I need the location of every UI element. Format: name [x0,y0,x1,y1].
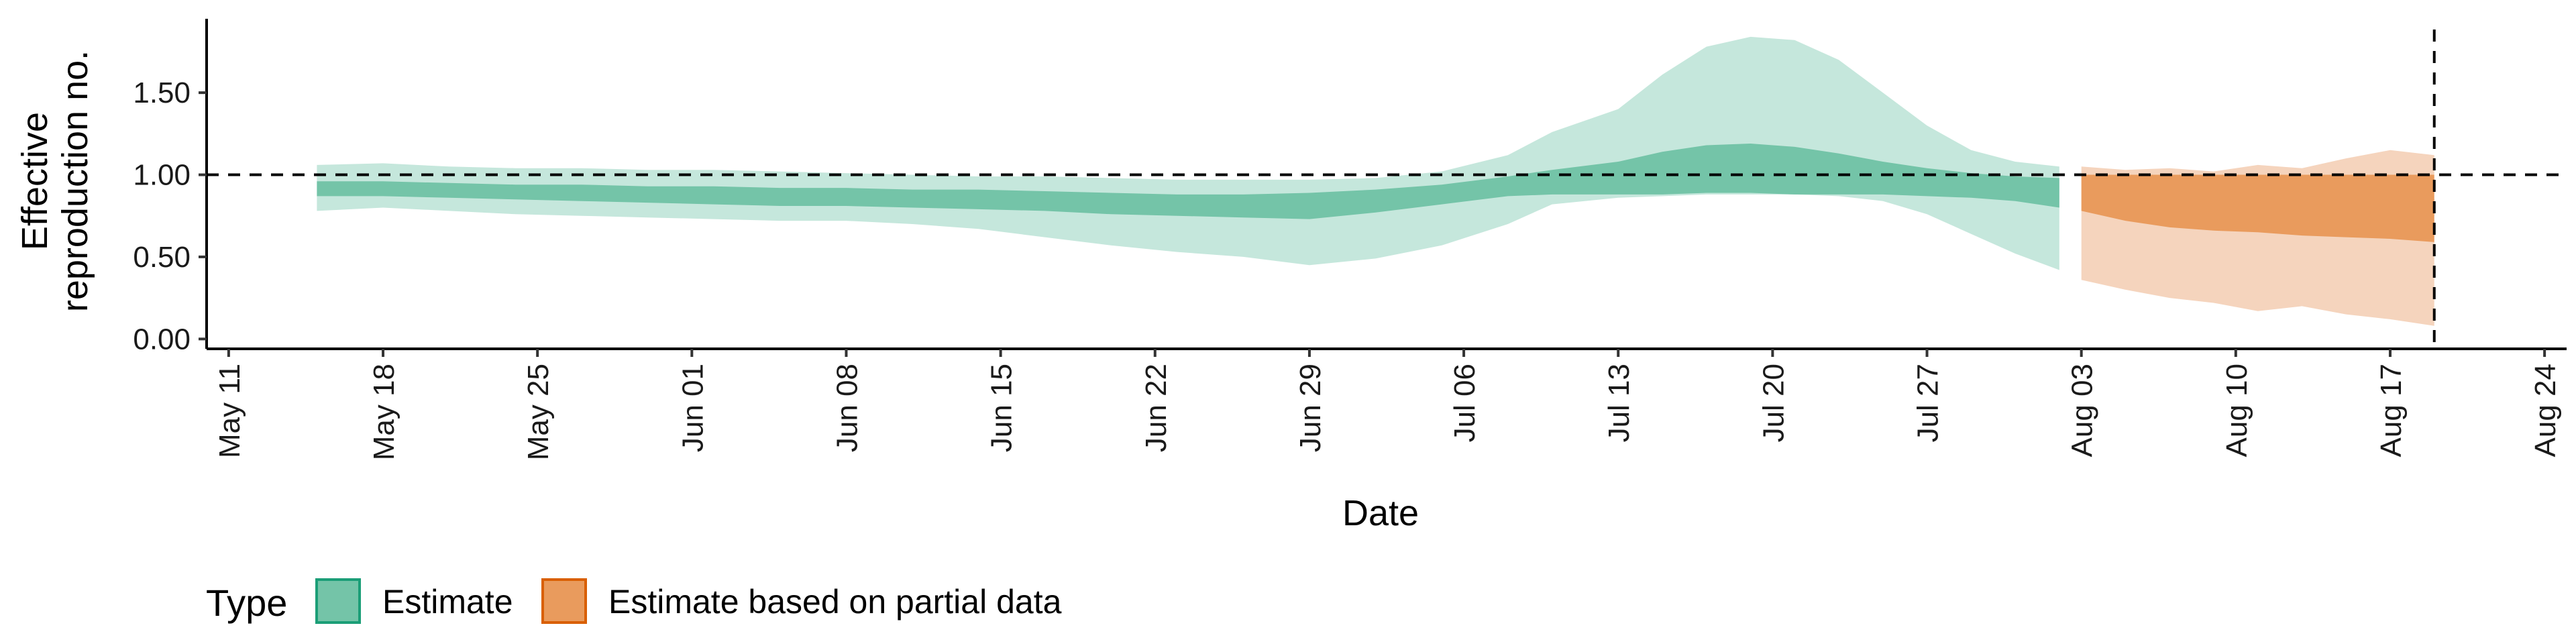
x-axis-title: Date [1342,493,1419,533]
x-tick-label: May 18 [368,364,400,460]
x-tick-label: Aug 24 [2529,364,2562,457]
y-axis-title-line-1: Effective [15,112,55,250]
x-tick-label: Aug 10 [2220,364,2253,457]
x-tick-label: Jun 01 [676,364,709,452]
legend-title: Type [206,582,287,624]
x-tick-label: Jun 08 [830,364,863,452]
y-tick-label: 1.50 [133,76,191,109]
y-tick-label: 0.00 [133,323,191,356]
x-tick-label: Aug 03 [2066,364,2099,457]
series-0-inner-band [317,144,2059,219]
y-axis-title: Effective reproduction no. [15,50,95,312]
legend-key-partial [541,578,587,624]
x-tick-label: Jul 13 [1603,364,1635,442]
x-tick-label: Jun 29 [1294,364,1327,452]
x-tick-label: Jul 27 [1912,364,1945,442]
legend-label-partial: Estimate based on partial data [608,583,1062,621]
x-tick-label: Jun 15 [985,364,1018,452]
x-tick-label: Jul 06 [1448,364,1481,442]
legend: Type Estimate Estimate based on partial … [206,578,1062,624]
x-tick-label: Aug 17 [2375,364,2408,457]
legend-key-estimate [315,578,361,624]
series-0-outer-band [317,36,2059,270]
y-tick-label: 0.50 [133,241,191,274]
x-tick-label: Jun 22 [1140,364,1173,452]
y-axis-title-line-2: reproduction no. [55,50,95,312]
legend-label-estimate: Estimate [382,583,513,621]
x-tick-label: May 25 [522,364,555,460]
x-tick-label: Jul 20 [1757,364,1790,442]
x-tick-label: May 11 [213,364,246,458]
y-tick-label: 1.00 [133,159,191,192]
series-1-inner-band [2081,174,2434,242]
